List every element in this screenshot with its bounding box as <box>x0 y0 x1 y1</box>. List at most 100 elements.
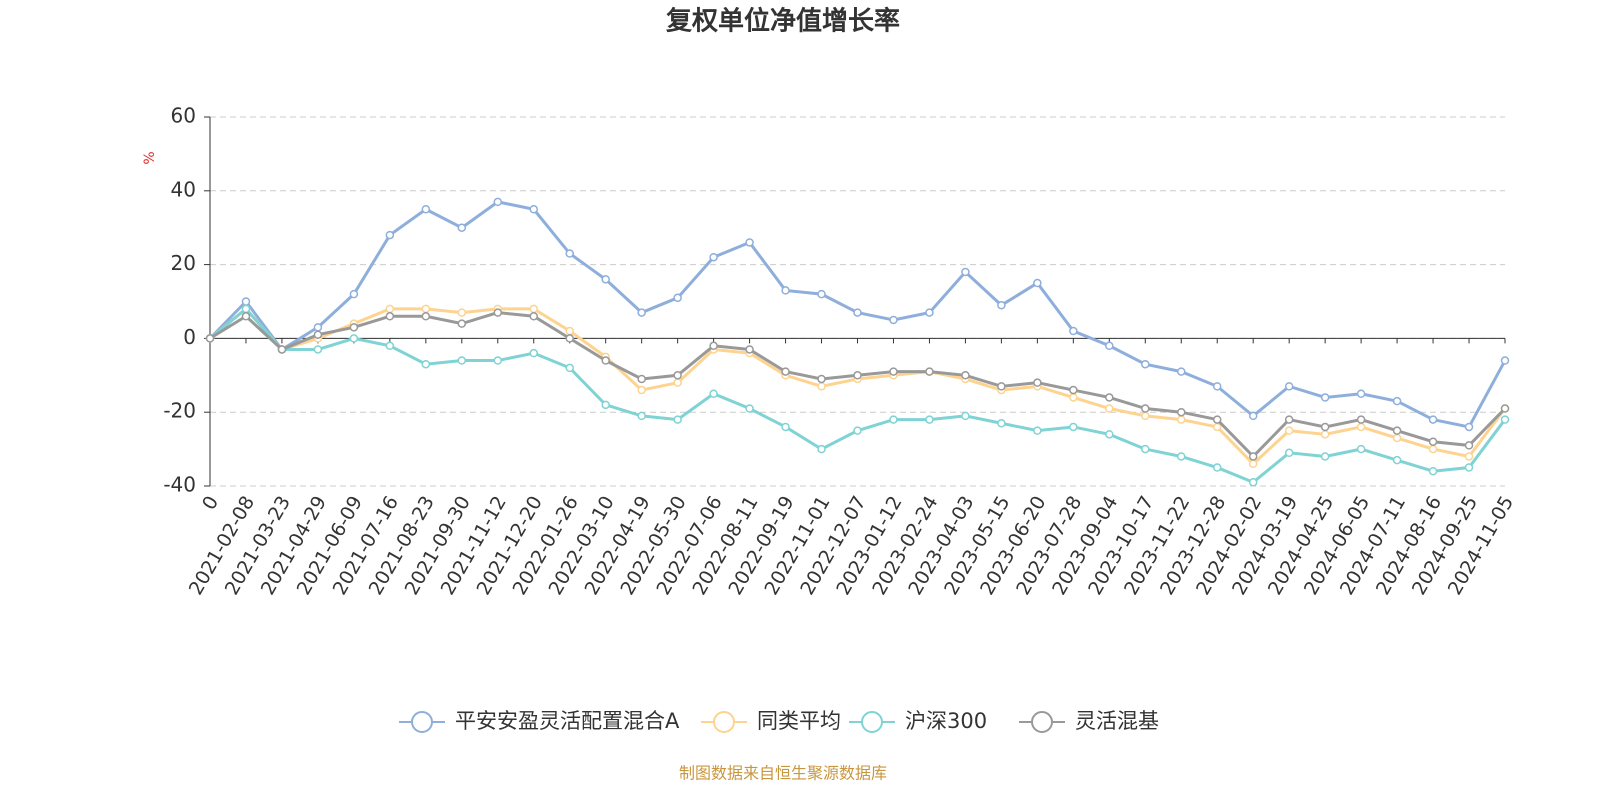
point <box>1320 452 1330 461</box>
point <box>961 371 970 380</box>
series <box>205 197 1510 432</box>
point <box>493 197 503 207</box>
point <box>925 367 934 376</box>
point <box>1392 455 1402 465</box>
point <box>1356 444 1366 454</box>
point <box>601 400 610 410</box>
point <box>817 374 826 384</box>
point <box>1212 422 1222 432</box>
point <box>601 275 610 284</box>
y-axis-label: % <box>142 151 158 164</box>
point <box>421 304 431 314</box>
point <box>853 426 862 435</box>
point <box>637 411 646 421</box>
legend-label: 灵活混基 <box>1075 709 1159 733</box>
point <box>1141 359 1150 369</box>
point <box>637 385 646 395</box>
point <box>889 367 898 376</box>
point <box>205 334 215 343</box>
y-tick-label: 60 <box>171 104 196 128</box>
point <box>709 389 718 398</box>
point <box>565 363 574 373</box>
point <box>1464 463 1474 472</box>
point <box>889 315 898 325</box>
point <box>1320 393 1330 402</box>
point <box>349 289 359 299</box>
point <box>745 404 754 413</box>
point <box>457 356 467 365</box>
y-tick-label: 0 <box>183 325 196 349</box>
point <box>745 345 754 354</box>
point <box>1177 367 1186 376</box>
y-tick-label: -40 <box>163 473 196 497</box>
point <box>241 312 251 321</box>
legend-label: 平安安盈灵活配置混合A <box>455 709 680 733</box>
chart-title: 复权单位净值增长率 <box>666 6 900 37</box>
point <box>421 312 431 321</box>
source-note: 制图数据来自恒生聚源数据库 <box>679 764 887 783</box>
point <box>385 230 395 240</box>
point <box>1464 422 1474 432</box>
point <box>1212 415 1222 424</box>
point <box>529 312 538 321</box>
series-line <box>209 306 1507 466</box>
point <box>1248 411 1258 421</box>
point <box>313 323 323 332</box>
legend-label: 同类平均 <box>757 709 841 733</box>
point <box>241 297 251 306</box>
point <box>565 249 574 258</box>
point <box>493 356 503 365</box>
point <box>1284 426 1294 435</box>
point <box>1069 385 1078 395</box>
point <box>1141 404 1150 413</box>
point <box>313 330 323 339</box>
point <box>745 238 754 247</box>
point <box>1356 422 1366 432</box>
point <box>997 419 1006 428</box>
point <box>1428 444 1438 454</box>
point <box>1105 393 1114 402</box>
point <box>1033 278 1042 288</box>
point <box>997 382 1006 391</box>
point <box>1500 356 1510 365</box>
point <box>1105 341 1114 351</box>
point <box>1356 389 1366 398</box>
point <box>1392 433 1402 443</box>
y-tick-label: -20 <box>163 399 196 423</box>
point <box>1320 430 1330 439</box>
point <box>1500 415 1510 424</box>
point <box>781 367 790 376</box>
point <box>673 415 682 424</box>
point <box>1069 393 1078 402</box>
point <box>529 205 538 214</box>
point <box>457 319 467 328</box>
point <box>1069 422 1078 432</box>
point <box>1320 422 1330 432</box>
point <box>1284 448 1294 458</box>
point <box>709 252 718 262</box>
point <box>457 308 467 317</box>
point <box>529 348 538 358</box>
legend-marker <box>713 711 735 733</box>
point <box>781 286 790 295</box>
point <box>1033 378 1042 387</box>
point <box>1177 415 1186 424</box>
point <box>997 300 1006 310</box>
point <box>565 326 574 336</box>
series <box>205 304 1510 487</box>
point <box>817 289 826 299</box>
point <box>1428 415 1438 424</box>
point <box>1069 326 1078 336</box>
point <box>1141 444 1150 454</box>
point <box>385 341 395 351</box>
point <box>1284 382 1294 391</box>
point <box>1033 426 1042 435</box>
point <box>1392 396 1402 406</box>
point <box>1500 404 1510 413</box>
point <box>313 345 323 354</box>
point <box>385 312 395 321</box>
point <box>349 334 359 343</box>
point <box>673 293 682 303</box>
point <box>1428 466 1438 476</box>
point <box>673 378 682 387</box>
